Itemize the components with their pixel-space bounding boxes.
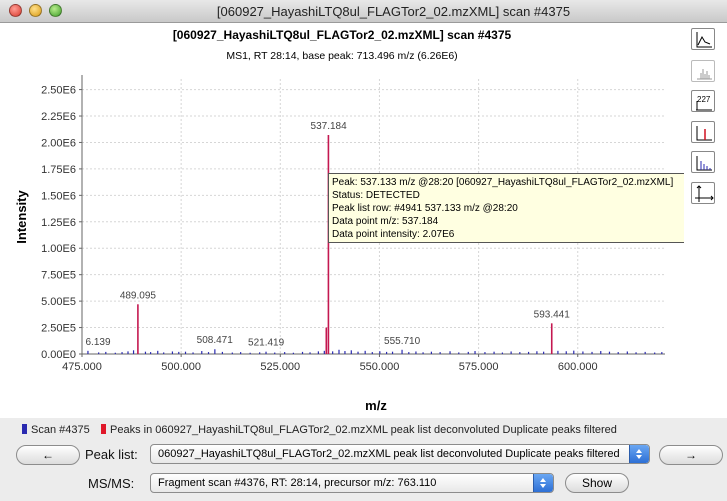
annotation-icon-label: 227 xyxy=(697,95,711,104)
msms-select[interactable]: Fragment scan #4376, RT: 28:14, precurso… xyxy=(150,473,554,493)
zoom-window-button[interactable] xyxy=(49,4,62,17)
y-tick-label: 2.25E6 xyxy=(41,111,76,123)
y-tick-label: 0.00E0 xyxy=(41,349,76,361)
tooltip-peak-list-row: Peak list row: #4941 537.133 m/z @28:20 xyxy=(332,203,518,214)
line-chart-icon[interactable] xyxy=(691,28,715,50)
y-tick-label: 1.75E6 xyxy=(41,164,76,176)
centroid-icon[interactable] xyxy=(691,60,715,82)
peak-label: 508.471 xyxy=(197,335,234,346)
x-tick-label: 525.000 xyxy=(260,361,300,373)
y-tick-label: 2.00E6 xyxy=(41,137,76,149)
x-tick-label: 550.000 xyxy=(360,361,400,373)
msms-label: MS/MS: xyxy=(88,476,135,491)
spectrum-chart[interactable]: [060927_HayashiLTQ8ul_FLAGTor2_02.mzXML]… xyxy=(0,23,684,418)
chart-subtitle: MS1, RT 28:14, base peak: 713.496 m/z (6… xyxy=(226,50,457,62)
tooltip-status: Status: DETECTED xyxy=(332,190,420,201)
chart-title: [060927_HayashiLTQ8ul_FLAGTor2_02.mzXML]… xyxy=(173,28,512,42)
peak-list-label: Peak list: xyxy=(85,447,138,462)
peak-label: 521.419 xyxy=(248,338,285,349)
x-tick-label: 475.000 xyxy=(62,361,102,373)
y-tick-label: 1.50E6 xyxy=(41,190,76,202)
legend-item-peaks: Peaks in 060927_HayashiLTQ8ul_FLAGTor2_0… xyxy=(101,424,617,436)
spectrum-chart-panel[interactable]: [060927_HayashiLTQ8ul_FLAGTor2_02.mzXML]… xyxy=(0,23,690,418)
x-tick-label: 600.000 xyxy=(558,361,598,373)
axes-icon[interactable] xyxy=(691,182,715,204)
y-tick-label: 1.25E6 xyxy=(41,217,76,229)
next-scan-button[interactable]: → xyxy=(659,445,723,465)
chart-legend: Scan #4375 Peaks in 060927_HayashiLTQ8ul… xyxy=(0,423,727,439)
x-axis-label: m/z xyxy=(365,398,387,413)
peak-label: 555.710 xyxy=(384,336,421,347)
peak-label: 593.441 xyxy=(534,309,571,320)
select-arrows-icon xyxy=(533,474,553,492)
window-titlebar[interactable]: [060927_HayashiLTQ8ul_FLAGTor2_02.mzXML]… xyxy=(0,0,727,23)
legend-item-scan: Scan #4375 xyxy=(22,424,90,436)
x-tick-label: 575.000 xyxy=(459,361,499,373)
peak-label: 489.095 xyxy=(120,290,157,301)
window-title: [060927_HayashiLTQ8ul_FLAGTor2_02.mzXML]… xyxy=(216,4,571,19)
msms-value: Fragment scan #4376, RT: 28:14, precurso… xyxy=(158,477,437,489)
show-button[interactable]: Show xyxy=(565,473,629,493)
tooltip-data-point-mz: Data point m/z: 537.184 xyxy=(332,216,439,227)
x-tick-label: 500.000 xyxy=(161,361,201,373)
peak-label: 537.184 xyxy=(311,121,348,132)
tooltip-data-point-intensity: Data point intensity: 2.07E6 xyxy=(332,229,455,240)
previous-scan-button[interactable]: ← xyxy=(16,445,80,465)
peak-list-select[interactable]: 060927_HayashiLTQ8ul_FLAGTor2_02.mzXML p… xyxy=(150,444,650,464)
isotopes-icon[interactable] xyxy=(691,151,715,173)
minimize-window-button[interactable] xyxy=(29,4,42,17)
legend-peaks-label: Peaks in 060927_HayashiLTQ8ul_FLAGTor2_0… xyxy=(110,424,617,436)
peaks-icon[interactable] xyxy=(691,121,715,143)
close-window-button[interactable] xyxy=(9,4,22,17)
select-arrows-icon xyxy=(629,445,649,463)
peak-tooltip: Peak: 537.133 m/z @28:20 [060927_Hayashi… xyxy=(328,173,690,243)
legend-peaks-swatch xyxy=(101,424,106,434)
tooltip-peak: Peak: 537.133 m/z @28:20 [060927_Hayashi… xyxy=(332,177,674,188)
y-tick-label: 5.00E5 xyxy=(41,296,76,308)
y-tick-label: 2.50E5 xyxy=(41,323,76,335)
peak-list-value: 060927_HayashiLTQ8ul_FLAGTor2_02.mzXML p… xyxy=(158,448,620,460)
y-axis-label: Intensity xyxy=(14,190,29,244)
legend-scan-swatch xyxy=(22,424,27,434)
legend-scan-label: Scan #4375 xyxy=(31,424,90,436)
y-tick-label: 2.50E6 xyxy=(41,85,76,97)
annotation-icon[interactable]: 227 xyxy=(691,90,715,112)
y-tick-label: 1.00E6 xyxy=(41,243,76,255)
peak-label: 6.139 xyxy=(85,337,110,348)
chart-toolbar: 227 xyxy=(684,23,727,418)
y-tick-label: 7.50E5 xyxy=(41,270,76,282)
